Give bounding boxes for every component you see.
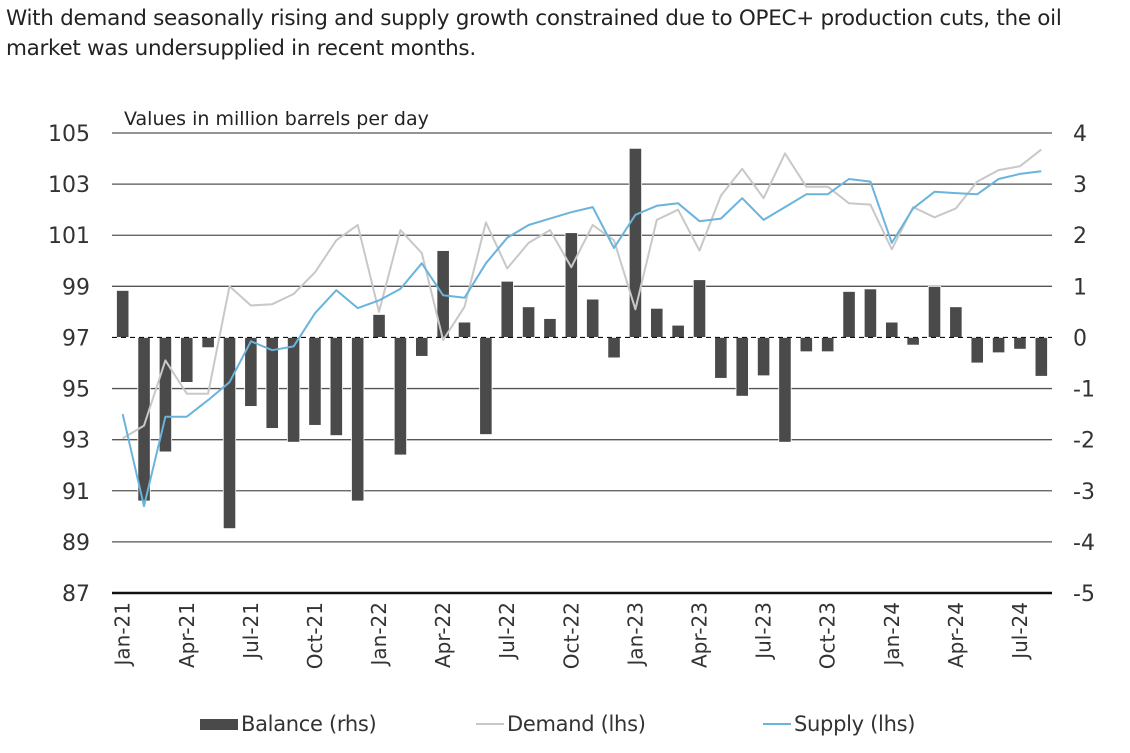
balance-bar <box>1034 337 1048 377</box>
balance-bar <box>500 280 514 338</box>
legend: Balance (rhs) Demand (lhs) Supply (lhs) <box>0 712 1130 746</box>
x-tick-label: Jul-24 <box>1008 602 1032 661</box>
right-tick-label: 1 <box>1073 275 1087 300</box>
right-tick-label: 0 <box>1073 326 1087 351</box>
balance-bar <box>222 337 237 530</box>
x-tick-label: Jan-22 <box>367 602 391 668</box>
balance-bar <box>543 318 557 338</box>
left-tick-label: 105 <box>48 122 90 147</box>
left-tick-label: 103 <box>48 173 90 198</box>
balance-bar <box>735 337 749 397</box>
x-tick-label: Oct-22 <box>559 602 583 669</box>
balance-bar <box>351 337 365 502</box>
x-tick-label: Jan-21 <box>111 602 135 668</box>
demand-swatch-icon <box>476 723 504 725</box>
right-tick-label: 2 <box>1073 224 1087 249</box>
right-tick-label: 3 <box>1073 173 1087 198</box>
x-tick-label: Jul-23 <box>752 602 776 661</box>
left-tick-label: 89 <box>62 531 90 556</box>
balance-bar <box>885 321 899 338</box>
balance-bar <box>650 307 664 338</box>
balance-bar <box>778 337 792 443</box>
balance-demand-supply-chart: 87 89 91 93 95 97 99 101 103 105 -5 -4 -3 -2 -1 0 1 2 3 4 Ja… <box>48 108 1095 669</box>
right-tick-label: -2 <box>1073 429 1095 454</box>
legend-item-supply: Supply (lhs) <box>763 712 915 736</box>
x-tick-label: Jul-21 <box>239 602 263 661</box>
balance-bar <box>201 337 215 349</box>
balance-bar <box>906 337 920 346</box>
balance-bar <box>586 298 600 338</box>
balance-bar <box>457 321 472 338</box>
right-tick-label: -5 <box>1073 582 1095 607</box>
chart-caption: With demand seasonally rising and supply… <box>6 6 1062 61</box>
axes: 87 89 91 93 95 97 99 101 103 105 -5 -4 -3 -2 -1 0 1 2 3 4 Ja… <box>48 122 1095 669</box>
balance-bar <box>607 337 621 359</box>
balance-bar <box>671 324 685 338</box>
balance-bar <box>756 337 771 377</box>
balance-bar <box>970 337 984 364</box>
right-tick-label: 4 <box>1073 122 1087 147</box>
balance-bar <box>372 314 386 338</box>
balance-bar <box>842 291 856 338</box>
demand-line <box>122 148 1042 440</box>
left-tick-label: 95 <box>62 378 90 403</box>
balance-bar <box>927 285 942 338</box>
balance-bar <box>949 306 963 338</box>
left-tick-label: 97 <box>62 326 90 351</box>
balance-swatch-icon <box>200 718 238 730</box>
right-tick-label: -4 <box>1073 531 1095 556</box>
balance-bars <box>116 147 1048 530</box>
x-tick-label: Jan-23 <box>623 602 647 668</box>
x-tick-label: Apr-24 <box>944 602 968 668</box>
right-tick-label: -3 <box>1073 480 1095 505</box>
balance-bar <box>692 279 707 338</box>
legend-label-demand: Demand (lhs) <box>507 712 646 736</box>
x-tick-label: Oct-23 <box>816 602 840 669</box>
legend-label-balance: Balance (rhs) <box>241 712 377 736</box>
balance-bar <box>308 337 322 426</box>
legend-item-balance: Balance (rhs) <box>200 712 377 736</box>
balance-bar <box>821 337 835 353</box>
balance-bar <box>393 337 408 456</box>
unit-label: Values in million barrels per day <box>124 108 429 130</box>
balance-bar <box>479 337 493 435</box>
balance-bar <box>799 337 813 353</box>
x-tick-label: Apr-23 <box>688 602 712 668</box>
balance-bar <box>265 337 279 429</box>
balance-bar <box>137 337 151 502</box>
x-tick-label: Oct-21 <box>303 602 327 669</box>
balance-bar <box>415 337 429 357</box>
supply-line <box>121 170 1042 508</box>
balance-bar <box>329 337 343 436</box>
left-tick-label: 91 <box>62 480 90 505</box>
balance-bar <box>116 290 130 338</box>
balance-bar <box>714 337 728 379</box>
x-tick-label: Jul-22 <box>495 602 519 661</box>
balance-bar <box>863 288 878 338</box>
legend-label-supply: Supply (lhs) <box>794 712 916 736</box>
balance-bar <box>521 306 536 338</box>
balance-bar <box>286 337 301 443</box>
legend-item-demand: Demand (lhs) <box>476 712 646 736</box>
balance-bar <box>1013 337 1027 350</box>
supply-swatch-icon <box>763 723 791 725</box>
balance-bar <box>180 337 194 383</box>
series-lines <box>121 148 1042 508</box>
balance-bar <box>564 232 578 338</box>
left-tick-label: 101 <box>48 224 90 249</box>
left-tick-label: 93 <box>62 429 90 454</box>
right-tick-label: -1 <box>1073 378 1095 403</box>
left-tick-label: 99 <box>62 275 90 300</box>
x-tick-label: Apr-22 <box>431 602 455 668</box>
balance-bar <box>991 337 1006 354</box>
x-tick-label: Jan-24 <box>880 602 904 668</box>
left-tick-label: 87 <box>62 582 90 607</box>
x-tick-label: Apr-21 <box>175 602 199 668</box>
